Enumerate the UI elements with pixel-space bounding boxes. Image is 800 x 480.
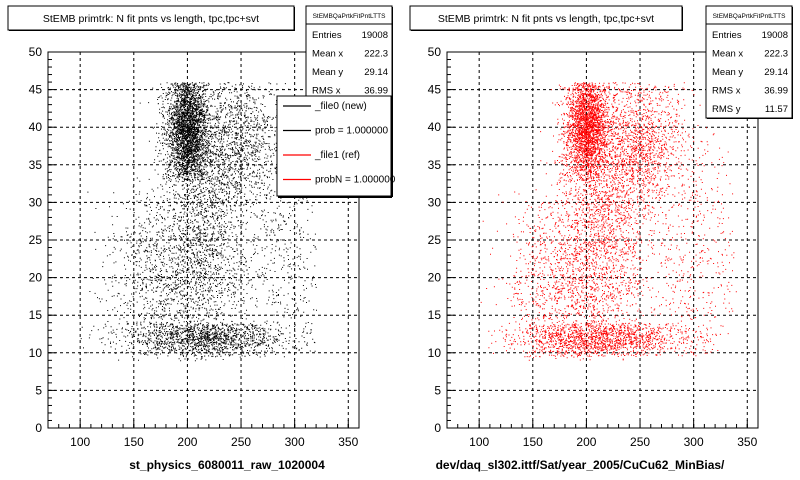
legend-label: _file1 (ref) — [314, 150, 360, 161]
x-tick-label: 100 — [70, 435, 90, 449]
stats-value: 29.14 — [364, 67, 388, 78]
x-tick-label: 150 — [523, 435, 543, 449]
y-tick-label: 25 — [29, 233, 43, 247]
stats-label: Entries — [712, 30, 742, 41]
stats-box: StEMBQaPrtkFitPntLTTS Entries 19008 Mean x… — [705, 5, 793, 119]
x-axis-label: st_physics_6080011_raw_1020004 — [129, 458, 325, 472]
stats-value: 11.57 — [765, 104, 788, 115]
x-tick-label: 250 — [231, 435, 251, 449]
scatter-points — [480, 82, 737, 361]
stats-value: 36.99 — [764, 86, 788, 97]
stats-label: RMS y — [712, 104, 741, 115]
stats-name: StEMBQaPrtkFitPntLTTS — [713, 13, 787, 20]
scatter-series-points — [480, 82, 737, 361]
y-tick-label: 40 — [428, 120, 442, 134]
y-tick-label: 45 — [29, 83, 43, 97]
stats-value: 222.3 — [364, 49, 388, 60]
stats-value: 19008 — [362, 30, 388, 41]
stats-label: Mean x — [712, 49, 743, 60]
scatter-series-points — [80, 82, 317, 362]
stats-label: RMS x — [712, 86, 741, 97]
y-tick-label: 50 — [29, 45, 43, 59]
legend-label: probN = 1.000000 — [315, 175, 396, 186]
y-tick-label: 35 — [29, 158, 43, 172]
y-tick-label: 15 — [29, 308, 43, 322]
y-tick-label: 0 — [434, 421, 441, 435]
y-tick-label: 10 — [428, 346, 442, 360]
y-tick-label: 25 — [428, 233, 442, 247]
scatter-points — [80, 82, 317, 362]
x-tick-label: 200 — [177, 435, 197, 449]
stats-value: 29.14 — [764, 67, 788, 78]
y-tick-label: 10 — [29, 346, 43, 360]
y-tick-label: 45 — [428, 83, 442, 97]
x-tick-label: 200 — [576, 435, 596, 449]
stats-box: StEMBQaPrtkFitPntLTTS Entries 19008 Mean x… — [305, 5, 393, 101]
stats-name: StEMBQaPrtkFitPntLTTS — [313, 13, 387, 20]
x-tick-label: 350 — [737, 435, 757, 449]
y-tick-label: 30 — [29, 195, 43, 209]
y-tick-label: 5 — [434, 383, 441, 397]
y-tick-label: 30 — [428, 195, 442, 209]
y-tick-label: 5 — [35, 383, 42, 397]
y-tick-label: 0 — [35, 421, 42, 435]
y-tick-label: 20 — [428, 271, 442, 285]
x-tick-label: 300 — [684, 435, 704, 449]
x-tick-label: 300 — [285, 435, 305, 449]
legend-label: prob = 1.000000 — [315, 126, 389, 137]
chart-title: StEMB primtrk: N fit pnts vs length, tpc… — [43, 13, 259, 25]
legend: _file0 (new) prob = 1.000000 _file1 (ref) p… — [276, 95, 396, 198]
y-tick-label: 50 — [428, 45, 442, 59]
right-panel: 100 150 200 250 300 350 0 5 10 15 20 25 30 35 40 45 50 S… — [409, 5, 793, 472]
stats-label: RMS x — [312, 86, 341, 97]
stats-label: Entries — [312, 30, 342, 41]
stats-label: Mean x — [312, 49, 343, 60]
y-tick-label: 40 — [29, 120, 43, 134]
x-tick-label: 250 — [630, 435, 650, 449]
left-panel: 100 150 200 250 300 350 0 5 10 15 20 25 30 35 40 45 50 S… — [7, 5, 396, 472]
axes: 100 150 200 250 300 350 0 5 10 15 20 25 30 35 40 45 50 — [29, 45, 360, 449]
chart-title: StEMB primtrk: N fit pnts vs length, tpc… — [438, 13, 654, 25]
stats-label: Mean y — [712, 67, 743, 78]
title-box: StEMB primtrk: N fit pnts vs length, tpc… — [409, 5, 683, 31]
stats-label: Mean y — [312, 67, 343, 78]
x-tick-label: 350 — [338, 435, 358, 449]
stats-value: 36.99 — [364, 86, 388, 97]
y-tick-label: 35 — [428, 158, 442, 172]
stats-value: 222.3 — [764, 49, 788, 60]
y-tick-label: 15 — [428, 308, 442, 322]
y-tick-label: 20 — [29, 271, 43, 285]
stats-value: 19008 — [762, 30, 788, 41]
title-box: StEMB primtrk: N fit pnts vs length, tpc… — [7, 5, 295, 31]
axes: 100 150 200 250 300 350 0 5 10 15 20 25 30 35 40 45 50 — [428, 45, 759, 449]
x-tick-label: 100 — [469, 435, 489, 449]
x-axis-label: dev/daq_sl302.ittf/Sat/year_2005/CuCu62_… — [436, 458, 725, 472]
legend-label: _file0 (new) — [314, 101, 367, 112]
x-tick-label: 150 — [124, 435, 144, 449]
